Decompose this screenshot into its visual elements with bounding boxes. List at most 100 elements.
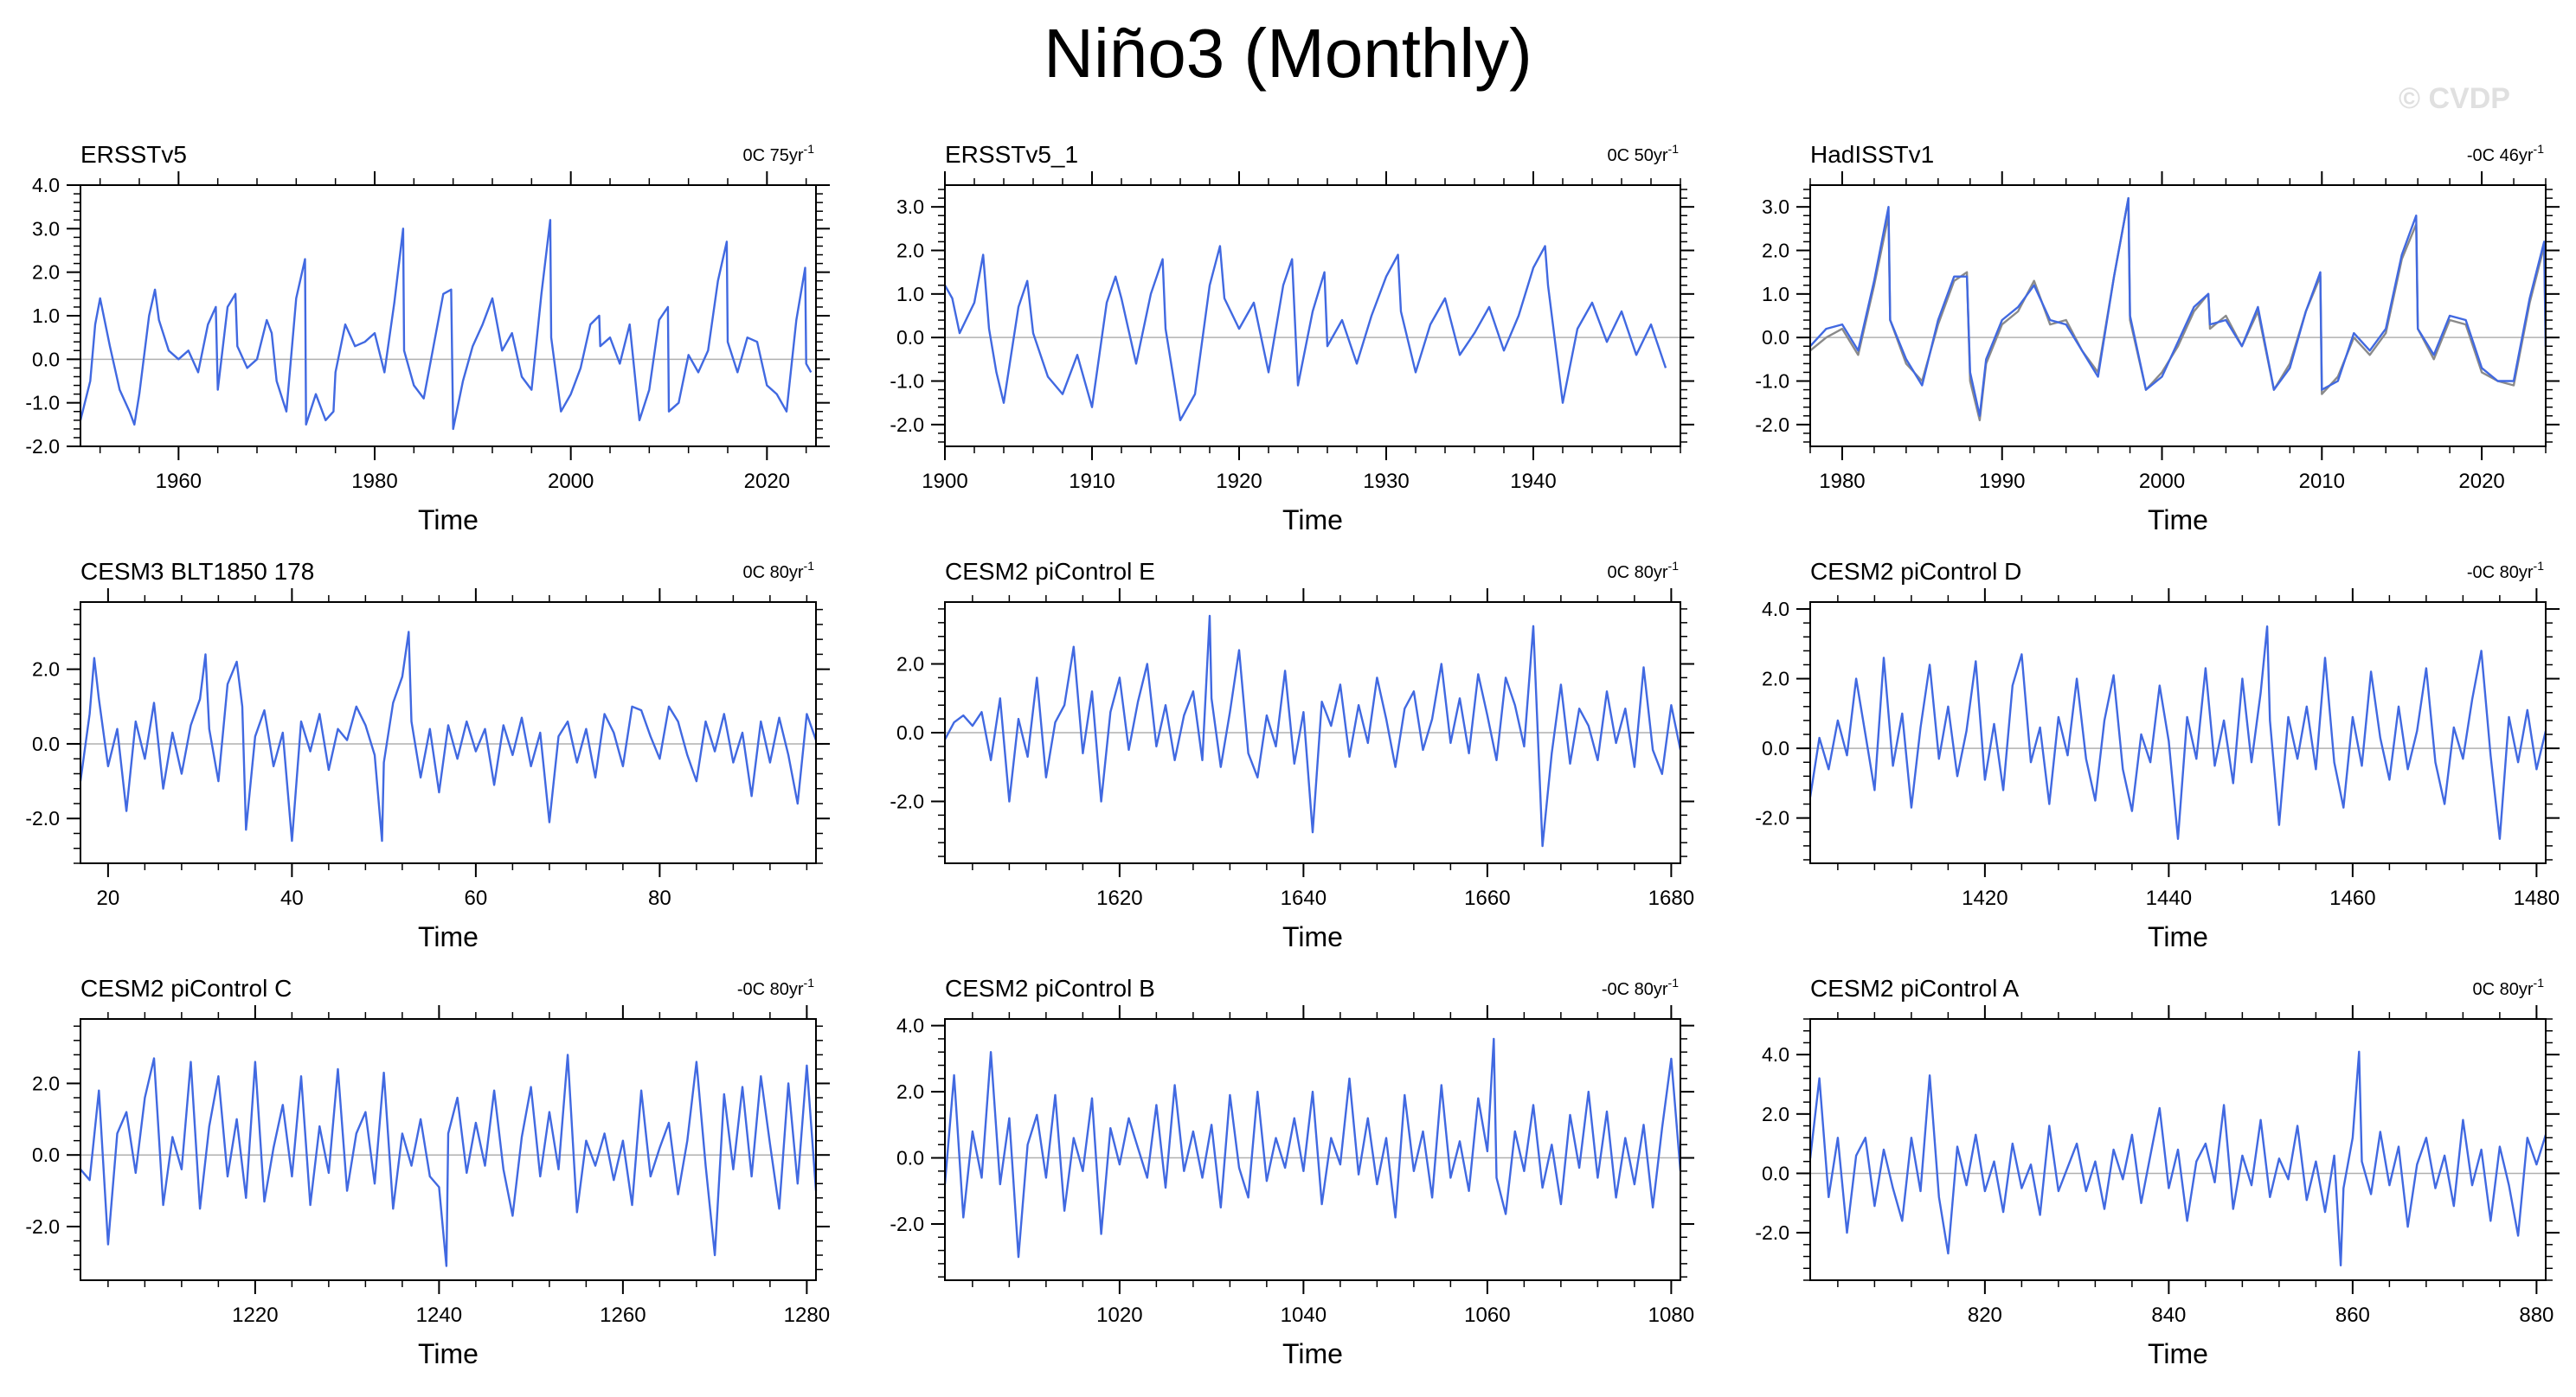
series-line-1 <box>80 1054 818 1267</box>
y-tick-label: 4.0 <box>1762 598 1789 620</box>
panel-annotation: 0C 80yr-1 <box>2473 976 2545 999</box>
panel-title: ERSSTv5_1 <box>945 141 1078 168</box>
panel-title: CESM2 piControl D <box>1810 558 2021 585</box>
series-line-1 <box>943 245 1667 421</box>
y-tick-label: 1.0 <box>896 283 924 305</box>
x-tick-label: 1040 <box>1281 1304 1327 1327</box>
panel-annotation-sup: -1 <box>1668 976 1680 990</box>
x-tick-label: 1980 <box>351 470 397 493</box>
x-tick-label: 2000 <box>2139 470 2185 493</box>
x-axis-label: Time <box>2148 1338 2208 1369</box>
y-tick-label: 2.0 <box>896 1080 924 1103</box>
watermark: © CVDP <box>2399 82 2510 115</box>
panel-annotation: -0C 80yr-1 <box>2467 559 2544 582</box>
x-axis-label: Time <box>2148 504 2208 535</box>
x-tick-label: 80 <box>648 887 671 910</box>
panel-annotation-sup: -1 <box>2534 142 2545 156</box>
x-tick-label: 2020 <box>2458 470 2504 493</box>
y-tick-label: -2.0 <box>890 413 924 436</box>
x-tick-label: 1060 <box>1464 1304 1510 1327</box>
y-tick-label: 2.0 <box>32 1072 60 1094</box>
x-tick-label: 840 <box>2151 1304 2186 1327</box>
plot-frame <box>1809 184 2547 447</box>
panel-8: 1020 1040 1060 1080 -2.0 0.0 2.0 4.0 CESM2 piCon… <box>890 975 1694 1369</box>
y-tick-label: 4.0 <box>32 174 60 196</box>
y-tick-label: 2.0 <box>1762 240 1789 262</box>
x-axis-label: Time <box>418 921 479 952</box>
panel-3: 1980 1990 2000 2010 2020 -2.0 -1.0 0.0 1.0 2.0 3.0… <box>1755 141 2560 535</box>
plot-frame <box>944 1018 1681 1281</box>
series-line-1 <box>943 614 1682 848</box>
panel-annotation: -0C 80yr-1 <box>1602 976 1679 999</box>
panel-annotation: -0C 46yr-1 <box>2467 142 2544 165</box>
series-line-1 <box>79 219 813 431</box>
panel-2: 1900 1910 1920 1930 1940 -2.0 -1.0 0.0 1.0 2.0 3.0… <box>890 141 1694 535</box>
series-line-1 <box>1808 1050 2547 1267</box>
y-tick-label: 0.0 <box>32 348 60 370</box>
panel-annotation: 0C 80yr-1 <box>1608 559 1680 582</box>
y-tick-label: 1.0 <box>32 304 60 327</box>
y-tick-label: 0.0 <box>1762 326 1789 349</box>
y-tick-label: -1.0 <box>890 370 924 393</box>
x-tick-label: 1660 <box>1464 887 1510 910</box>
x-tick-label: 2020 <box>744 470 790 493</box>
y-tick-label: 2.0 <box>1762 668 1789 690</box>
y-tick-label: 0.0 <box>896 326 924 349</box>
panel-title: ERSSTv5 <box>80 141 187 168</box>
y-tick-label: 0.0 <box>896 721 924 744</box>
y-tick-label: -1.0 <box>25 392 60 414</box>
y-tick-label: 0.0 <box>32 733 60 755</box>
x-tick-label: 1620 <box>1096 887 1142 910</box>
x-tick-label: 1920 <box>1216 470 1262 493</box>
panel-annotation: 0C 80yr-1 <box>743 559 815 582</box>
y-tick-label: 0.0 <box>1762 737 1789 759</box>
x-tick-label: 1440 <box>2146 887 2192 910</box>
y-tick-label: 0.0 <box>32 1144 60 1166</box>
x-tick-label: 1260 <box>600 1304 646 1327</box>
x-tick-label: 860 <box>2335 1304 2370 1327</box>
y-tick-label: 2.0 <box>32 658 60 681</box>
x-axis-label: Time <box>2148 921 2208 952</box>
y-tick-label: 4.0 <box>896 1015 924 1037</box>
series-line-1 <box>1809 196 2547 421</box>
y-tick-label: -2.0 <box>25 807 60 830</box>
y-tick-label: 3.0 <box>896 195 924 218</box>
x-tick-label: 1640 <box>1281 887 1327 910</box>
panel-title: CESM2 piControl C <box>80 975 292 1002</box>
panel-annotation-sup: -1 <box>804 559 815 573</box>
plot-frame <box>80 601 817 864</box>
panel-title: CESM3 BLT1850 178 <box>80 558 314 585</box>
y-tick-label: -2.0 <box>1755 413 1789 436</box>
x-axis-label: Time <box>1282 504 1343 535</box>
x-tick-label: 1980 <box>1819 470 1865 493</box>
y-tick-label: -2.0 <box>1755 807 1789 830</box>
y-tick-label: 3.0 <box>1762 195 1789 218</box>
panel-annotation-sup: -1 <box>1668 142 1680 156</box>
panel-7: 1220 1240 1260 1280 -2.0 0.0 2.0 CESM2 piContro… <box>25 975 830 1369</box>
x-tick-label: 1220 <box>232 1304 278 1327</box>
x-tick-label: 1990 <box>1979 470 2025 493</box>
y-tick-label: 0.0 <box>1762 1162 1789 1184</box>
x-tick-label: 1930 <box>1363 470 1409 493</box>
panel-annotation-sup: -1 <box>804 142 815 156</box>
panel-6: 1420 1440 1460 1480 -2.0 0.0 2.0 4.0 CESM2 piCon… <box>1755 558 2560 952</box>
series-line-1 <box>943 1037 1682 1259</box>
x-tick-label: 1900 <box>922 470 967 493</box>
figure-title: Niño3 (Monthly) <box>1044 15 1532 92</box>
x-tick-label: 1020 <box>1096 1304 1142 1327</box>
x-tick-label: 880 <box>2519 1304 2554 1327</box>
y-tick-label: -2.0 <box>25 1215 60 1238</box>
x-tick-label: 2000 <box>548 470 594 493</box>
panel-annotation-sup: -1 <box>2534 976 2545 990</box>
series-line-1 <box>79 631 818 843</box>
y-tick-label: -2.0 <box>25 435 60 458</box>
panel-annotation-sup: -1 <box>1668 559 1680 573</box>
x-tick-label: 1910 <box>1069 470 1115 493</box>
y-tick-label: 3.0 <box>32 217 60 240</box>
x-axis-label: Time <box>1282 921 1343 952</box>
series-line-1 <box>1808 625 2547 840</box>
x-tick-label: 820 <box>1968 1304 2002 1327</box>
panel-title: HadISSTv1 <box>1810 141 1934 168</box>
x-tick-label: 1280 <box>784 1304 830 1327</box>
